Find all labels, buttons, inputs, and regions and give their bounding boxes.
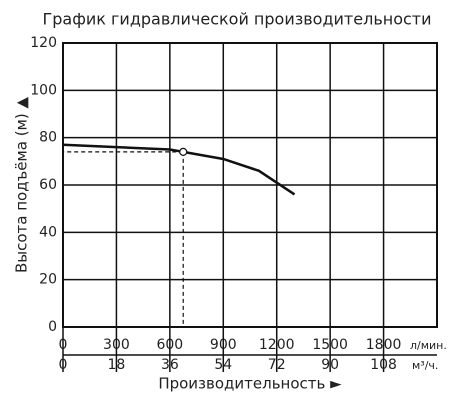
x2-tick-label: 54	[214, 357, 232, 373]
x2-tick-label: 18	[108, 357, 126, 373]
y-tick-label: 20	[39, 272, 57, 288]
y-tick-label: 100	[30, 82, 57, 98]
dashed-guide	[63, 151, 184, 327]
y-tick-label: 120	[30, 35, 57, 51]
operating-point	[179, 147, 188, 156]
y-axis-label: Высота подъёма (м) ▲	[13, 97, 31, 274]
y-tick-label: 80	[39, 130, 57, 146]
x2-tick-label: 108	[370, 357, 397, 373]
x-unit: л/мин.	[410, 339, 447, 352]
y-tick-label: 0	[48, 319, 57, 335]
y-tick-label: 60	[39, 177, 57, 193]
y-tick-label: 40	[39, 224, 57, 240]
x-axis-label: Производительность ►	[158, 375, 342, 393]
x2-unit: м³/ч.	[412, 359, 438, 372]
x2-tick-label: 36	[161, 357, 179, 373]
x2-tick-label: 72	[268, 357, 286, 373]
x2-tick-label: 0	[59, 357, 68, 373]
x2-tick-label: 90	[321, 357, 339, 373]
chart-title: График гидравлической производительности	[42, 10, 431, 29]
